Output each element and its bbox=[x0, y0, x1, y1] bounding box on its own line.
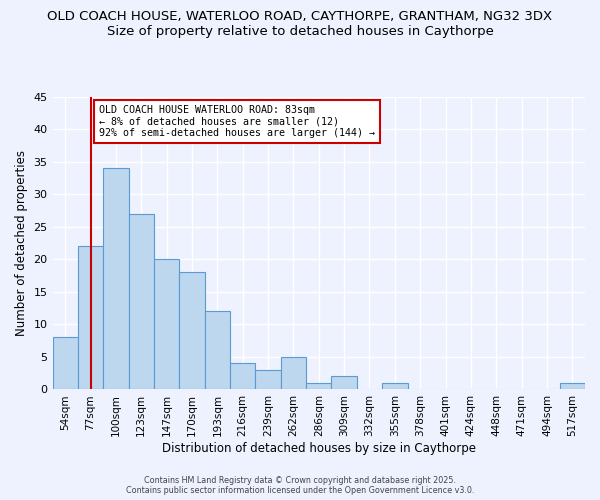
Bar bbox=[78, 246, 103, 390]
Y-axis label: Number of detached properties: Number of detached properties bbox=[15, 150, 28, 336]
Bar bbox=[560, 383, 585, 390]
Bar bbox=[256, 370, 281, 390]
X-axis label: Distribution of detached houses by size in Caythorpe: Distribution of detached houses by size … bbox=[162, 442, 476, 455]
Text: OLD COACH HOUSE WATERLOO ROAD: 83sqm
← 8% of detached houses are smaller (12)
92: OLD COACH HOUSE WATERLOO ROAD: 83sqm ← 8… bbox=[100, 105, 376, 138]
Bar bbox=[205, 312, 230, 390]
Bar bbox=[154, 260, 179, 390]
Text: Contains HM Land Registry data © Crown copyright and database right 2025.
Contai: Contains HM Land Registry data © Crown c… bbox=[126, 476, 474, 495]
Bar bbox=[331, 376, 357, 390]
Bar bbox=[179, 272, 205, 390]
Bar bbox=[382, 383, 407, 390]
Bar bbox=[281, 357, 306, 390]
Bar bbox=[128, 214, 154, 390]
Bar bbox=[306, 383, 331, 390]
Bar bbox=[230, 364, 256, 390]
Bar bbox=[53, 338, 78, 390]
Bar bbox=[103, 168, 128, 390]
Text: OLD COACH HOUSE, WATERLOO ROAD, CAYTHORPE, GRANTHAM, NG32 3DX
Size of property r: OLD COACH HOUSE, WATERLOO ROAD, CAYTHORP… bbox=[47, 10, 553, 38]
